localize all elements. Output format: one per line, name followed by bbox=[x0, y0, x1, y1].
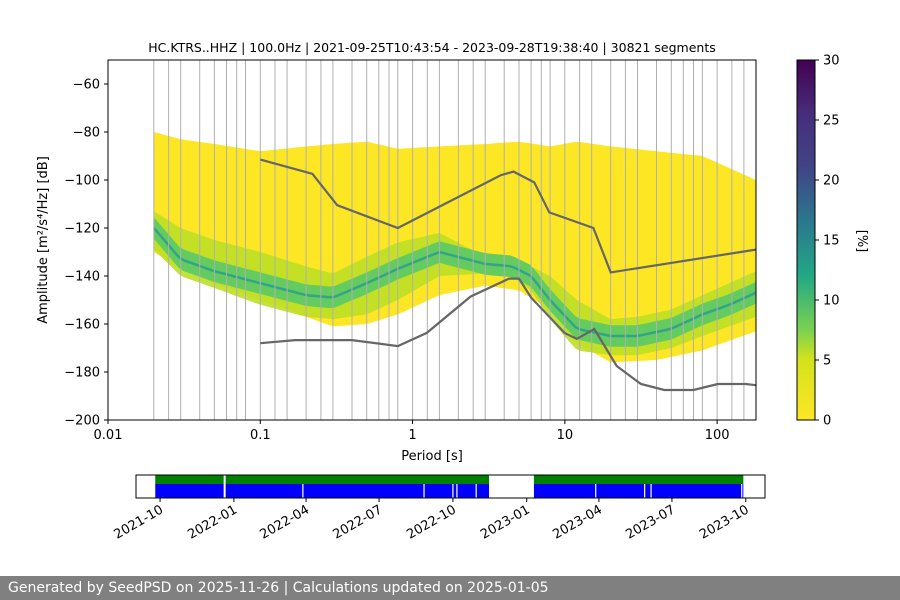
y-tick-label: −120 bbox=[64, 222, 100, 237]
data-gap bbox=[456, 484, 458, 498]
period-grid bbox=[153, 60, 745, 420]
chart-title: HC.KTRS..HHZ | 100.0Hz | 2021-09-25T10:4… bbox=[148, 40, 716, 55]
timeline-tick-label: 2022-01 bbox=[185, 502, 240, 542]
timeline-tick-label: 2023-01 bbox=[478, 502, 533, 542]
x-tick-label: 0.1 bbox=[250, 428, 271, 443]
colorbar-tick-label: 5 bbox=[823, 354, 831, 369]
data-availability-bar bbox=[155, 484, 490, 498]
timeline-tick-label: 2023-04 bbox=[550, 502, 605, 542]
timeline-tick-label: 2023-10 bbox=[697, 502, 752, 542]
footer: Generated by SeedPSD on 2025-11-26 | Cal… bbox=[0, 576, 900, 600]
colorbar-tick-label: 30 bbox=[823, 54, 840, 69]
timeline-tick-label: 2022-07 bbox=[331, 502, 386, 542]
y-tick-label: −140 bbox=[64, 270, 100, 285]
y-tick-label: −160 bbox=[64, 318, 100, 333]
timeline-tick-label: 2022-10 bbox=[404, 502, 459, 542]
psd-heatmap bbox=[152, 132, 756, 363]
data-gap bbox=[741, 484, 743, 498]
mode-band-inner bbox=[153, 217, 756, 347]
psd-plot: 0.01 0.1 1 10 100 −200 −180 −160 −140 −120 −100 −8… bbox=[36, 59, 757, 464]
y-axis-label: Amplitude [m²/s⁴/Hz] [dB] bbox=[36, 156, 51, 324]
timeline-tick-label: 2021-10 bbox=[112, 502, 167, 542]
data-gap bbox=[223, 475, 226, 498]
x-tick-label: 1 bbox=[408, 428, 416, 443]
colorbar-ticks: 0 5 10 15 20 25 30 bbox=[815, 54, 840, 429]
data-gap bbox=[650, 484, 652, 498]
data-gap bbox=[423, 484, 425, 498]
x-axis-ticks: 0.01 0.1 1 10 100 bbox=[94, 420, 730, 443]
psd-availability-bar bbox=[155, 475, 490, 484]
timeline-tick-label: 2023-07 bbox=[623, 502, 678, 542]
data-gap bbox=[452, 484, 454, 498]
y-tick-label: −200 bbox=[64, 414, 100, 429]
y-tick-label: −100 bbox=[64, 174, 100, 189]
data-gap bbox=[595, 484, 597, 498]
colorbar-tick-label: 15 bbox=[823, 234, 840, 249]
mode-line bbox=[152, 227, 756, 338]
y-tick-label: −60 bbox=[73, 78, 100, 93]
y-axis-ticks: −200 −180 −160 −140 −120 −100 −80 −60 bbox=[64, 78, 108, 429]
data-gap bbox=[475, 484, 477, 498]
colorbar-tick-label: 0 bbox=[823, 414, 831, 429]
x-tick-label: 10 bbox=[557, 428, 574, 443]
colorbar-tick-label: 20 bbox=[823, 174, 840, 189]
x-axis-label: Period [s] bbox=[401, 449, 463, 464]
timeline-bars bbox=[155, 475, 744, 498]
timeline-ticks: 2021-10 2022-01 2022-04 2022-07 2022-10 2023-… bbox=[112, 498, 752, 543]
colorbar: 0 5 10 15 20 25 30 [%] bbox=[796, 54, 869, 429]
plot-frame bbox=[107, 59, 757, 421]
data-availability-bar bbox=[533, 484, 744, 498]
colorbar-label: [%] bbox=[854, 230, 869, 253]
timeline-frame bbox=[135, 474, 766, 499]
nlnm-line bbox=[260, 277, 756, 392]
colorbar-gradient bbox=[796, 59, 816, 421]
colorbar-tick-label: 25 bbox=[823, 114, 840, 129]
colorbar-tick-label: 10 bbox=[823, 294, 840, 309]
x-tick-label: 100 bbox=[705, 428, 730, 443]
psd-availability-bar bbox=[533, 475, 744, 484]
noise-models bbox=[260, 158, 756, 392]
y-tick-label: −80 bbox=[73, 126, 100, 141]
x-tick-label: 0.01 bbox=[94, 428, 123, 443]
data-gap bbox=[644, 484, 646, 498]
timeline-tick-label: 2022-04 bbox=[258, 502, 313, 542]
data-gap bbox=[302, 484, 304, 498]
nhnm-line bbox=[260, 158, 756, 274]
y-tick-label: −180 bbox=[64, 366, 100, 381]
mode-band-outer bbox=[153, 211, 756, 356]
availability-timeline: 2021-10 2022-01 2022-04 2022-07 2022-10 2023-… bbox=[112, 474, 766, 543]
